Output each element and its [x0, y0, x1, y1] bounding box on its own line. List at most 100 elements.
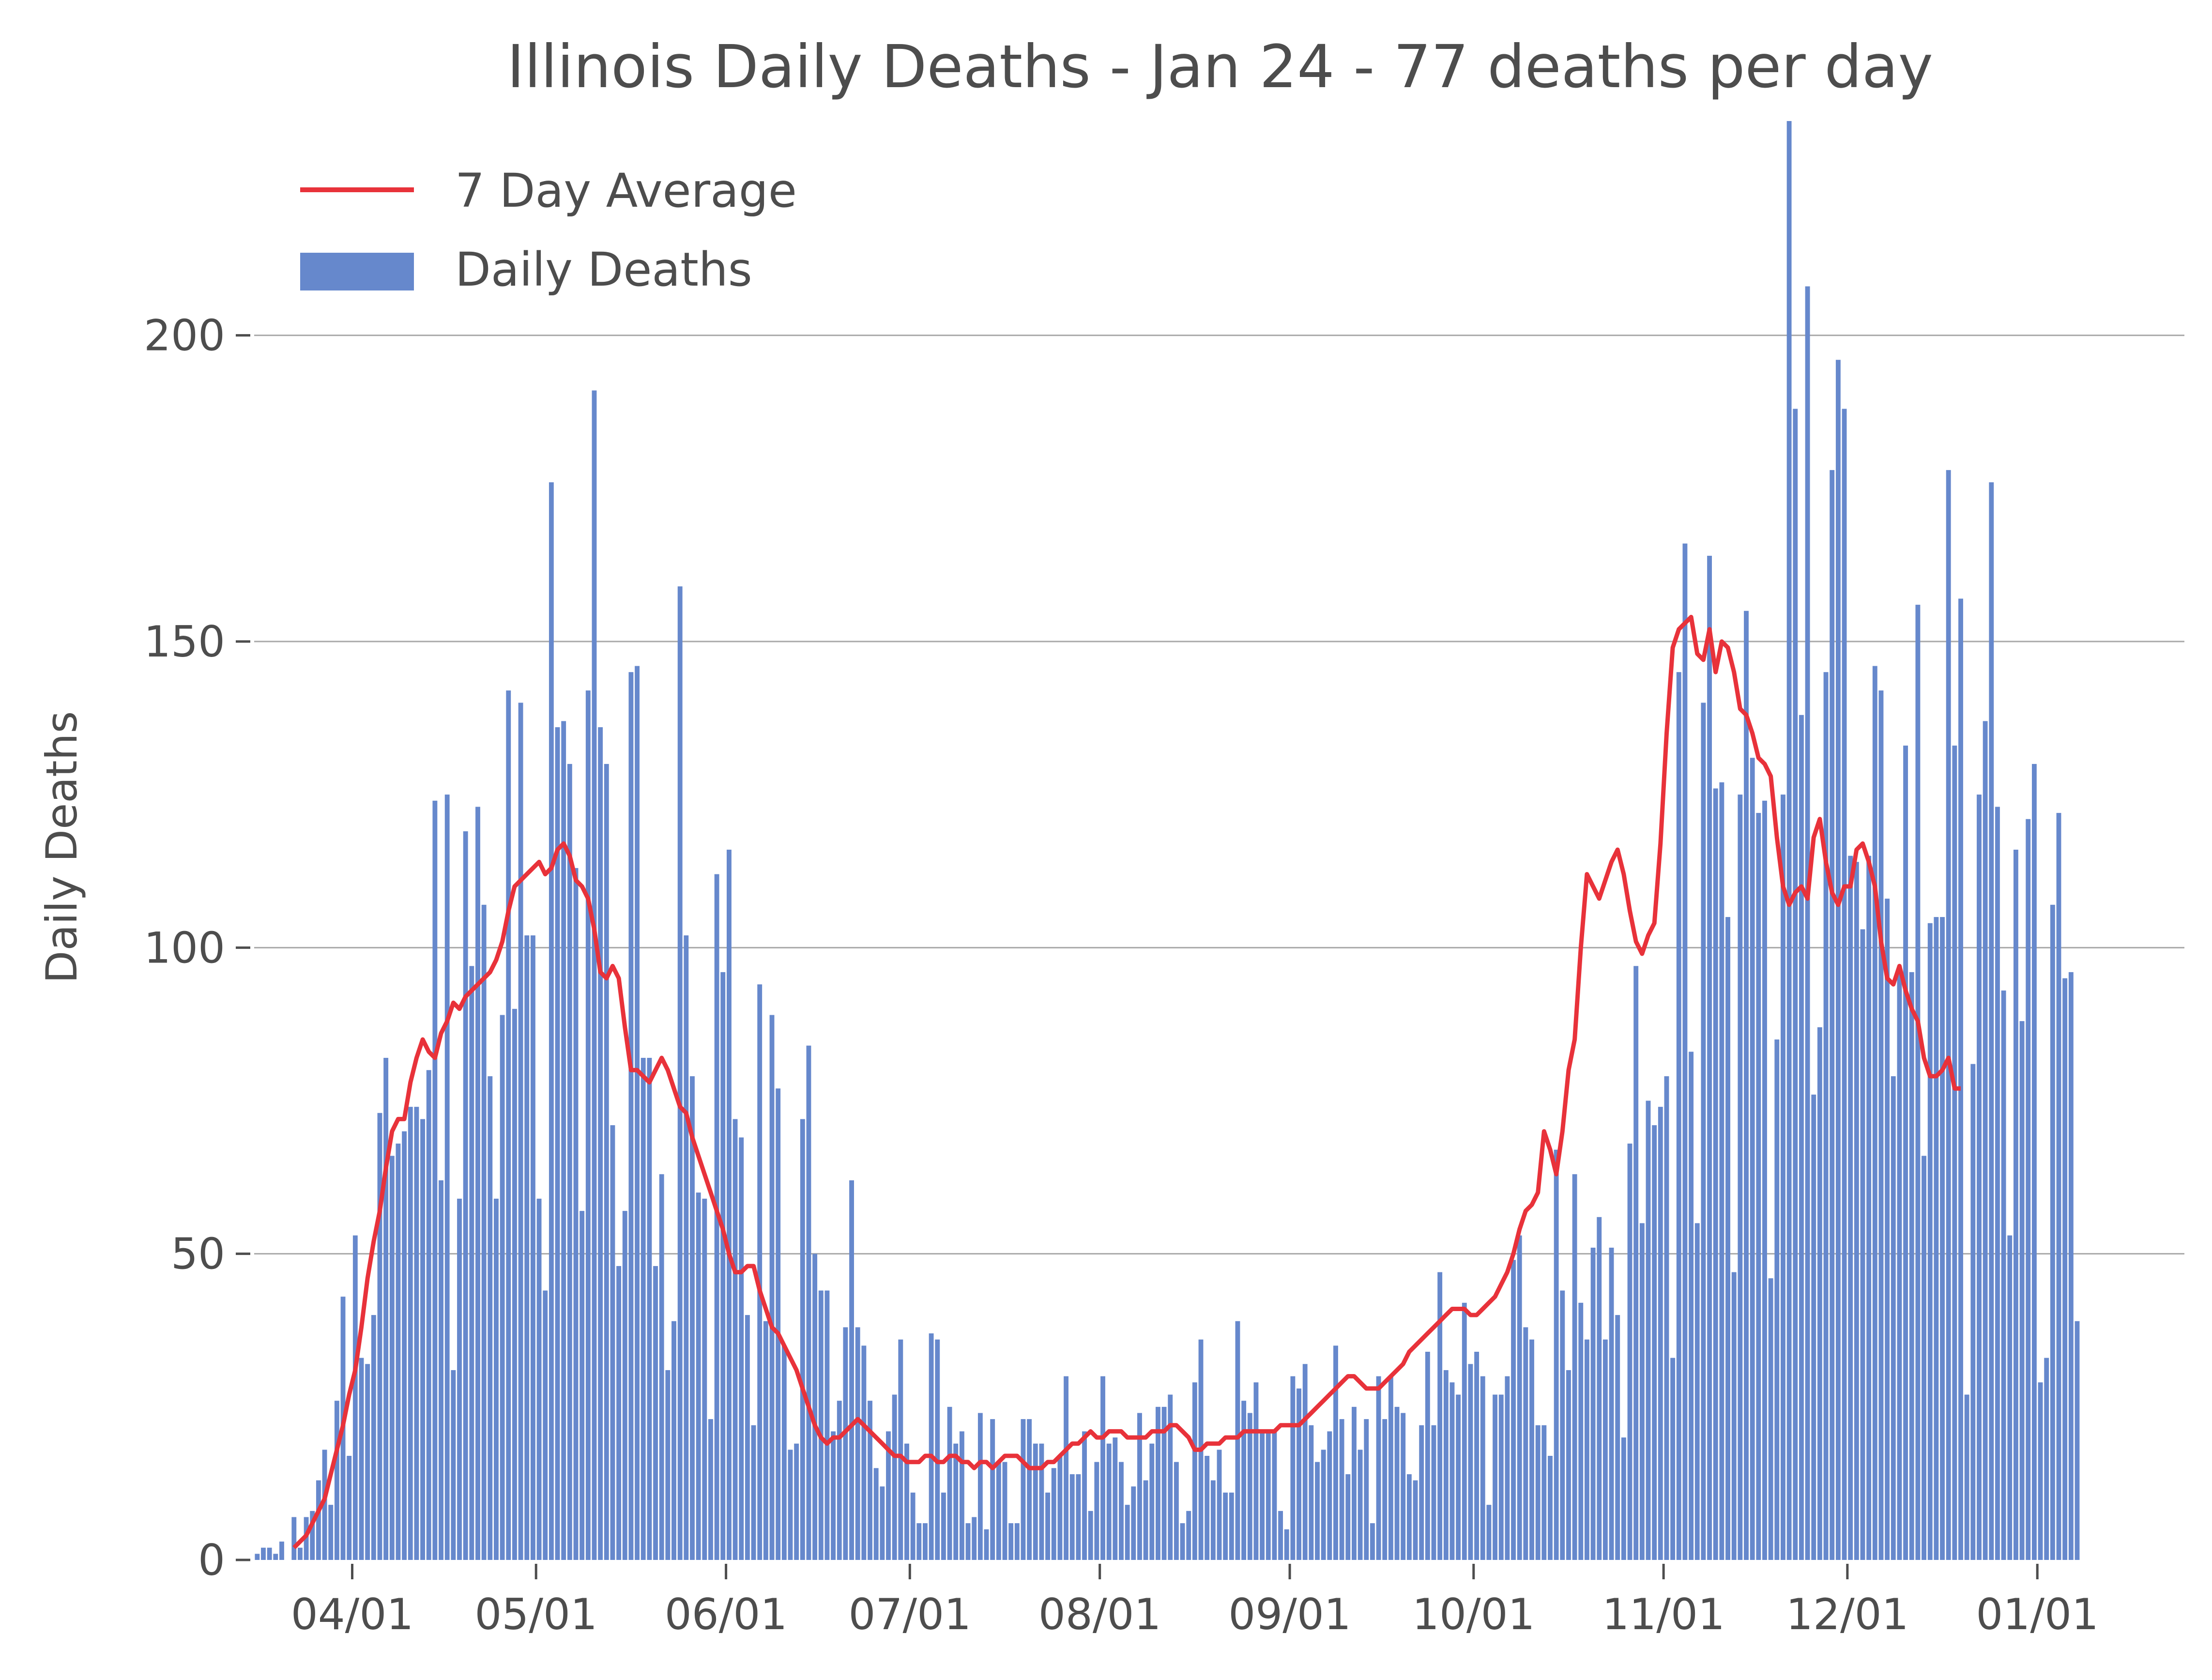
daily-deaths-bar [641, 1057, 646, 1560]
daily-deaths-bar [696, 1192, 701, 1560]
daily-deaths-bar [1885, 899, 1890, 1560]
daily-deaths-bar [1670, 1358, 1676, 1560]
daily-deaths-bar [408, 1107, 413, 1560]
daily-deaths-bar [524, 935, 530, 1560]
daily-deaths-bar [488, 1076, 493, 1560]
daily-deaths-bar [677, 586, 683, 1560]
daily-deaths-bar [1247, 1413, 1252, 1560]
daily-deaths-bar [1701, 703, 1706, 1560]
daily-deaths-bar [267, 1547, 272, 1560]
daily-deaths-bar [334, 1401, 339, 1560]
daily-deaths-bar [1272, 1431, 1277, 1560]
daily-deaths-bar [2007, 1235, 2013, 1560]
legend-swatch-daily-deaths [300, 253, 414, 290]
daily-deaths-bar [1578, 1302, 1584, 1560]
daily-deaths-bar [1358, 1450, 1363, 1560]
daily-deaths-bar [1762, 800, 1767, 1560]
daily-deaths-bar [1970, 1064, 1976, 1560]
chart-title: Illinois Daily Deaths - Jan 24 - 77 deat… [507, 32, 1933, 101]
daily-deaths-bar [1725, 917, 1730, 1560]
daily-deaths-bar [1774, 1039, 1780, 1560]
daily-deaths-bar [1449, 1382, 1455, 1560]
daily-deaths-bar [365, 1364, 370, 1560]
daily-deaths-bar [500, 1015, 505, 1560]
daily-deaths-bar [990, 1419, 995, 1560]
daily-deaths-bar [1297, 1388, 1301, 1560]
daily-deaths-bar [1125, 1505, 1130, 1560]
daily-deaths-bar [757, 984, 763, 1560]
daily-deaths-bar [1290, 1376, 1296, 1560]
daily-deaths-bar [279, 1542, 284, 1560]
daily-deaths-bar [684, 935, 689, 1560]
daily-deaths-bar [1088, 1511, 1093, 1560]
daily-deaths-bar [1529, 1339, 1534, 1560]
daily-deaths-bar [2031, 764, 2037, 1560]
daily-deaths-bar [898, 1339, 903, 1560]
daily-deaths-bar [1008, 1523, 1014, 1560]
daily-deaths-bar [1266, 1431, 1271, 1560]
daily-deaths-bar [420, 1119, 426, 1560]
daily-deaths-bar [904, 1443, 909, 1560]
daily-deaths-bar [512, 1008, 517, 1560]
daily-deaths-bar [1676, 672, 1681, 1560]
daily-deaths-bar [855, 1327, 860, 1560]
daily-deaths-bar [1664, 1076, 1669, 1560]
daily-deaths-bar [1750, 758, 1755, 1560]
legend-label-daily-deaths: Daily Deaths [455, 243, 752, 297]
daily-deaths-bar [1155, 1406, 1160, 1560]
daily-deaths-bar [359, 1358, 364, 1560]
daily-deaths-bar [935, 1339, 940, 1560]
daily-deaths-bar [1002, 1462, 1007, 1560]
legend: 7 Day Average Daily Deaths [300, 164, 797, 297]
daily-deaths-bar [2026, 819, 2031, 1560]
daily-deaths-bar [800, 1119, 805, 1560]
daily-deaths-bar [1744, 611, 1749, 1560]
daily-deaths-bar [469, 966, 474, 1560]
daily-deaths-bar [776, 1088, 781, 1560]
daily-deaths-bar [1345, 1474, 1351, 1560]
daily-deaths-bar [1860, 929, 1865, 1560]
daily-deaths-bar [598, 727, 603, 1560]
x-tick-label-08/01: 08/01 [1038, 1589, 1161, 1639]
daily-deaths-bar [726, 849, 732, 1560]
daily-deaths-bar [1560, 1290, 1565, 1560]
daily-deaths-bar [316, 1480, 321, 1560]
daily-deaths-bar [549, 482, 554, 1560]
daily-deaths-bar [1517, 1235, 1522, 1560]
daily-deaths-bar [1456, 1394, 1461, 1560]
daily-deaths-bar [1830, 470, 1835, 1560]
daily-deaths-bar [2075, 1321, 2080, 1560]
y-tick-label-0: 0 [198, 1535, 225, 1585]
daily-deaths-bar [659, 1174, 664, 1560]
daily-deaths-bar [1388, 1376, 1393, 1560]
x-tick-label-10/01: 10/01 [1412, 1589, 1535, 1639]
daily-deaths-bar [1229, 1492, 1234, 1560]
daily-deaths-bar [1909, 972, 1914, 1560]
daily-deaths-bar [1597, 1217, 1602, 1560]
daily-deaths-bar [494, 1198, 499, 1560]
daily-deaths-bar [402, 1131, 407, 1560]
daily-deaths-bar [1253, 1382, 1259, 1560]
daily-deaths-bar [1652, 1125, 1657, 1560]
daily-deaths-bar [1897, 966, 1902, 1560]
daily-deaths-bar [653, 1266, 658, 1560]
daily-deaths-bar [831, 1431, 836, 1560]
daily-deaths-bar [635, 666, 640, 1560]
daily-deaths-bar [1106, 1443, 1112, 1560]
daily-deaths-bar [1168, 1394, 1173, 1560]
daily-deaths-bar [1333, 1345, 1338, 1560]
daily-deaths-bar [1039, 1443, 1044, 1560]
daily-deaths-bar [1014, 1523, 1020, 1560]
daily-deaths-bar [732, 1119, 738, 1560]
daily-deaths-bar [959, 1431, 964, 1560]
daily-deaths-bar [1694, 1223, 1700, 1560]
daily-deaths-bar [1486, 1505, 1492, 1560]
daily-deaths-bar [1192, 1382, 1197, 1560]
daily-deaths-bar [1689, 1052, 1694, 1560]
daily-deaths-bar [1854, 862, 1859, 1560]
y-tick-label-100: 100 [144, 923, 225, 973]
daily-deaths-bar [1480, 1376, 1485, 1560]
daily-deaths-bar [1431, 1425, 1436, 1560]
y-tick-label-150: 150 [144, 617, 225, 667]
daily-deaths-bar [929, 1333, 934, 1560]
